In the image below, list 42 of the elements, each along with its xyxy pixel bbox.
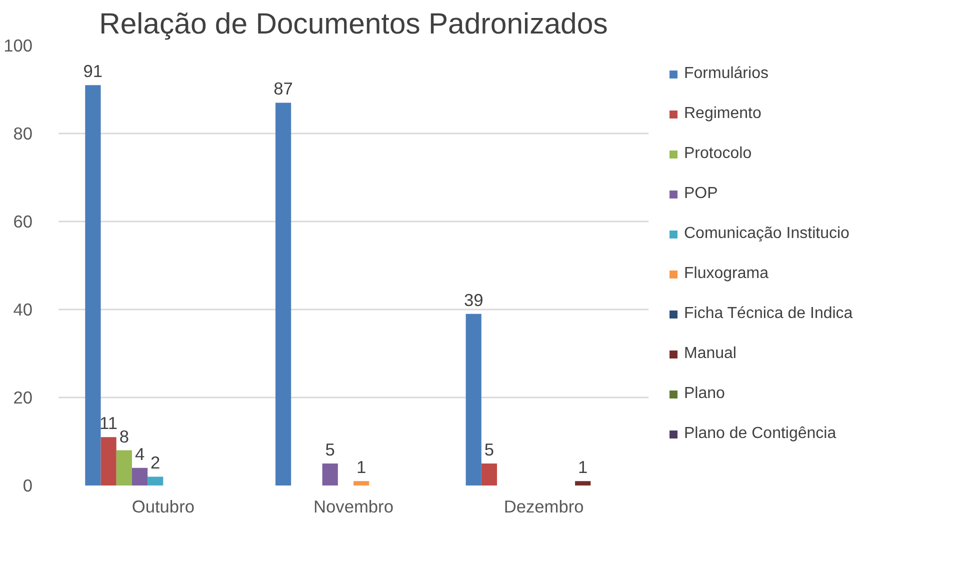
bar [132, 468, 148, 486]
y-tick-label: 60 [13, 212, 33, 232]
bar [354, 481, 370, 486]
legend-label: Ficha Técnica de Indica [684, 305, 853, 323]
x-tick-label: Outubro [132, 496, 194, 516]
data-label: 87 [274, 78, 293, 99]
chart-title: Relação de Documentos Padronizados [99, 8, 608, 40]
legend-label: POP [684, 185, 718, 203]
data-label: 2 [150, 452, 160, 473]
data-label: 1 [356, 457, 366, 478]
data-label: 4 [134, 444, 145, 464]
bar [481, 464, 498, 486]
bar [116, 450, 132, 486]
data-label: 1 [578, 457, 588, 478]
y-tick-label: 20 [13, 388, 33, 408]
data-label: 39 [464, 290, 484, 310]
data-label: 5 [325, 440, 335, 460]
legend-label: Fluxograma [684, 265, 768, 283]
data-label: 5 [484, 440, 494, 460]
legend-label: Formulários [684, 65, 768, 83]
bar [275, 102, 292, 486]
legend-label: Plano [684, 385, 725, 403]
legend-label: Comunicação Institucio [684, 225, 850, 243]
legend-label: Protocolo [684, 145, 752, 163]
bar [85, 85, 101, 486]
bar [466, 314, 482, 486]
y-tick-label: 0 [22, 476, 33, 496]
y-tick-label: 100 [4, 36, 33, 56]
bar [575, 481, 591, 486]
data-label: 91 [83, 61, 103, 82]
legend-label: Plano de Contigência [684, 425, 836, 443]
x-tick-label: Novembro [314, 496, 394, 516]
y-tick-label: 80 [13, 124, 33, 144]
bar [100, 437, 116, 486]
data-label: 11 [100, 413, 118, 434]
x-tick-label: Dezembro [504, 496, 584, 516]
legend-label: Regimento [684, 105, 762, 123]
bar [322, 464, 338, 486]
legend-label: Manual [684, 345, 736, 363]
bar [148, 476, 164, 486]
data-label: 8 [119, 426, 129, 446]
y-tick-label: 40 [13, 300, 33, 320]
